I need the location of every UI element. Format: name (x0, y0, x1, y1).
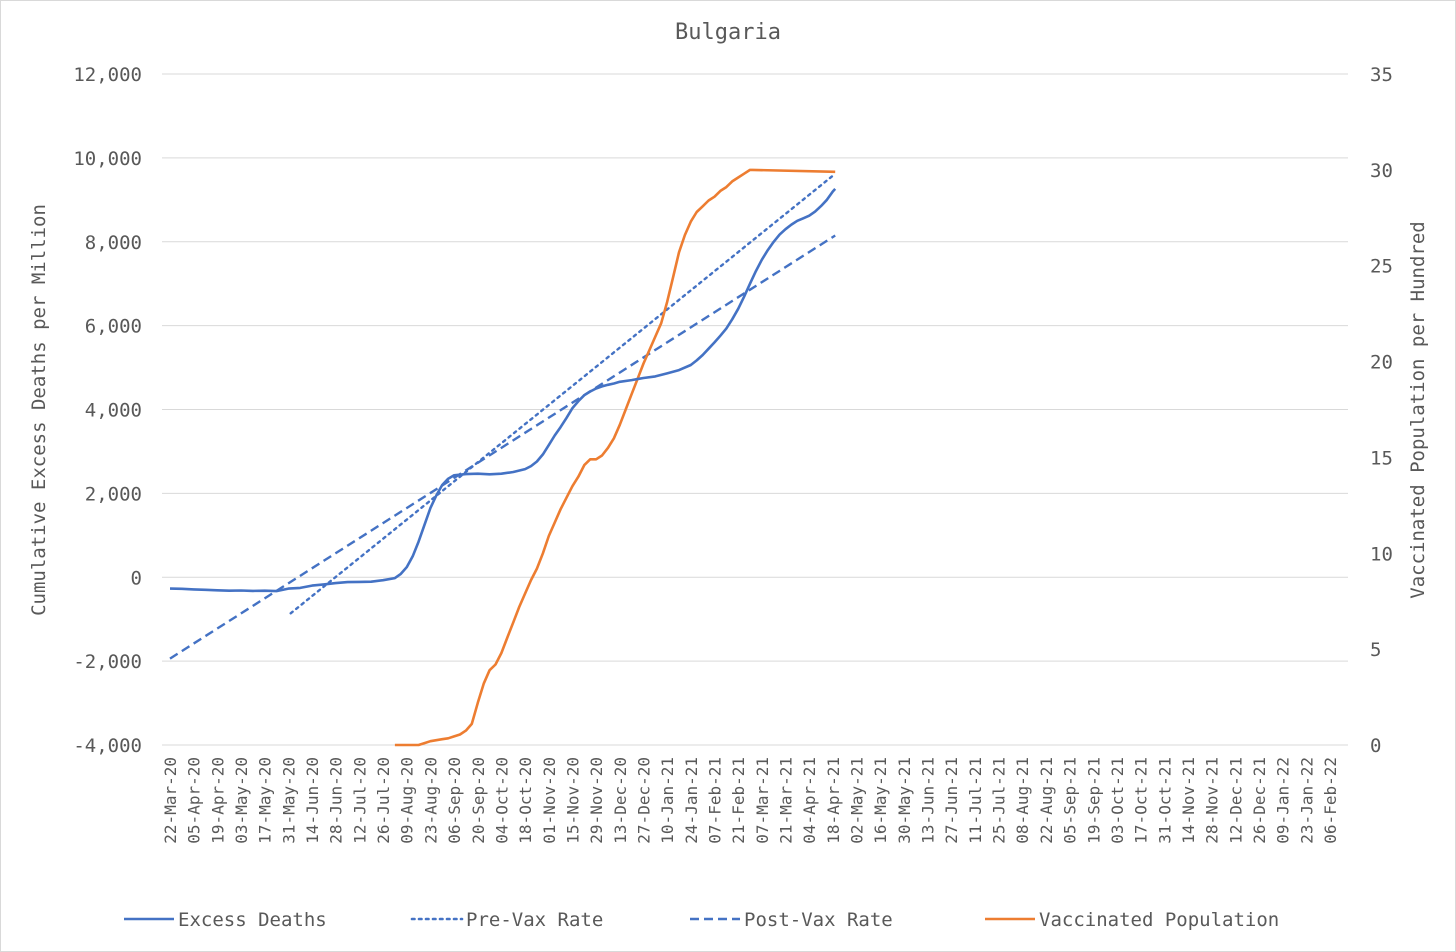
x-tick-label: 03-May-20 (232, 757, 251, 844)
x-tick-label: 27-Dec-20 (634, 757, 653, 844)
x-tick-label: 04-Apr-21 (800, 757, 819, 844)
gridlines (162, 73, 1348, 746)
y-tick-label: 12,000 (73, 64, 142, 86)
y-axis-right-ticks: 35 30 25 20 15 10 5 0 (1370, 64, 1393, 757)
y-tick-label: 6,000 (85, 316, 142, 338)
x-tick-label: 11-Jul-21 (966, 757, 985, 844)
x-tick-label: 29-Nov-20 (587, 757, 606, 844)
y2-tick-label: 15 (1370, 447, 1393, 469)
y-tick-label: 0 (131, 567, 142, 589)
x-tick-label: 20-Sep-20 (469, 757, 488, 844)
x-tick-label: 21-Mar-21 (777, 757, 796, 844)
y2-tick-label: 20 (1370, 352, 1393, 374)
x-tick-label: 05-Apr-20 (185, 757, 204, 844)
x-tick-label: 17-May-20 (256, 757, 275, 844)
legend-label: Pre-Vax Rate (466, 909, 603, 931)
x-tick-label: 19-Apr-20 (208, 757, 227, 844)
series-line-pre-vax-rate (289, 172, 837, 615)
x-tick-label: 28-Jun-20 (327, 757, 346, 844)
x-tick-label: 22-Mar-20 (161, 757, 180, 844)
y2-tick-label: 5 (1370, 639, 1381, 661)
x-tick-label: 06-Sep-20 (445, 757, 464, 844)
x-tick-label: 03-Oct-21 (1108, 757, 1127, 844)
y-tick-label: 4,000 (85, 400, 142, 422)
y-tick-label: -2,000 (73, 651, 142, 673)
x-tick-label: 01-Nov-20 (540, 757, 559, 844)
series-line-excess-deaths (169, 188, 837, 593)
y-axis-left-ticks: 12,000 10,000 8,000 6,000 4,000 2,000 0 -2,000 -… (73, 64, 142, 757)
legend-label: Excess Deaths (178, 909, 327, 931)
y-tick-label: 10,000 (73, 148, 142, 170)
x-tick-label: 23-Aug-20 (421, 757, 440, 844)
x-tick-label: 31-May-20 (279, 757, 298, 844)
x-tick-label: 13-Jun-21 (919, 757, 938, 844)
x-tick-label: 18-Oct-20 (516, 757, 535, 844)
x-tick-label: 28-Nov-21 (1203, 757, 1222, 844)
x-tick-label: 05-Sep-21 (1061, 757, 1080, 844)
x-tick-label: 31-Oct-21 (1155, 757, 1174, 844)
x-tick-label: 14-Jun-20 (303, 757, 322, 844)
x-axis-ticks: 22-Mar-20 05-Apr-20 19-Apr-20 03-May-20 17-M… (161, 757, 1340, 844)
legend-label: Post-Vax Rate (744, 909, 893, 931)
x-tick-label: 14-Nov-21 (1179, 757, 1198, 844)
x-tick-label: 24-Jan-21 (682, 757, 701, 844)
series-lines (169, 168, 837, 747)
x-tick-label: 17-Oct-21 (1132, 757, 1151, 844)
x-tick-label: 26-Jul-20 (374, 757, 393, 844)
series-line-post-vax-rate (169, 234, 836, 660)
x-tick-label: 12-Jul-20 (350, 757, 369, 844)
x-tick-label: 07-Mar-21 (753, 757, 772, 844)
y-tick-label: 8,000 (85, 232, 142, 254)
x-tick-label: 06-Feb-22 (1321, 757, 1340, 844)
x-tick-label: 13-Dec-20 (611, 757, 630, 844)
x-tick-label: 10-Jan-21 (658, 757, 677, 844)
legend-label: Vaccinated Population (1039, 909, 1279, 931)
x-tick-label: 18-Apr-21 (824, 757, 843, 844)
x-tick-label: 23-Jan-22 (1297, 757, 1316, 844)
chart-title: Bulgaria (675, 20, 781, 45)
y-tick-label: -4,000 (73, 735, 142, 757)
x-tick-label: 27-Jun-21 (942, 757, 961, 844)
x-tick-label: 16-May-21 (871, 757, 890, 844)
x-tick-label: 19-Sep-21 (1084, 757, 1103, 844)
x-tick-label: 15-Nov-20 (563, 757, 582, 844)
x-tick-label: 26-Dec-21 (1250, 757, 1269, 844)
x-tick-label: 08-Aug-21 (1013, 757, 1032, 844)
x-tick-label: 21-Feb-21 (729, 757, 748, 844)
y2-tick-label: 30 (1370, 160, 1393, 182)
y-axis-left-title: Cumulative Excess Deaths per Million (28, 204, 50, 616)
x-tick-label: 09-Jan-22 (1274, 757, 1293, 844)
y-tick-label: 2,000 (85, 483, 142, 505)
y-axis-right-title: Vaccinated Population per Hundred (1407, 221, 1429, 599)
y2-tick-label: 10 (1370, 543, 1393, 565)
x-tick-label: 07-Feb-21 (705, 757, 724, 844)
series-line-vaccinated-population (394, 168, 836, 747)
x-tick-label: 02-May-21 (848, 757, 867, 844)
x-tick-label: 04-Oct-20 (492, 757, 511, 844)
y2-tick-label: 25 (1370, 256, 1393, 278)
y2-tick-label: 0 (1370, 735, 1381, 757)
x-tick-label: 30-May-21 (895, 757, 914, 844)
legend: Excess Deaths Pre-Vax Rate Post-Vax Rate Va… (124, 909, 1279, 931)
x-tick-label: 12-Dec-21 (1226, 757, 1245, 844)
x-tick-label: 09-Aug-20 (398, 757, 417, 844)
x-tick-label: 25-Jul-21 (990, 757, 1009, 844)
x-tick-label: 22-Aug-21 (1037, 757, 1056, 844)
y2-tick-label: 35 (1370, 64, 1393, 86)
